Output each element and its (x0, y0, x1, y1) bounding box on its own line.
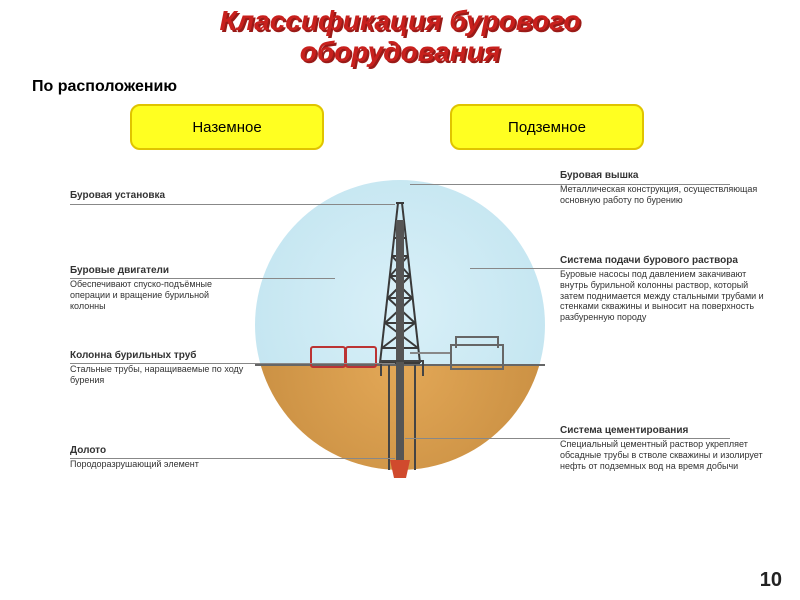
label-left-0-heading: Буровая установка (70, 190, 245, 202)
drill-bit-icon (390, 460, 410, 478)
connector-line (410, 184, 730, 185)
label-left-3-text: Породоразрушающий элемент (70, 459, 245, 470)
label-right-2: Система цементирования Специальный цемент… (560, 425, 770, 471)
label-right-1: Система подачи бурового раствора Буровые … (560, 255, 770, 323)
label-right-1-text: Буровые насосы под давлением закачивают … (560, 269, 770, 323)
connector-line (70, 278, 335, 279)
label-left-2-text: Стальные трубы, наращиваемые по ходу бур… (70, 364, 245, 386)
label-right-1-heading: Система подачи бурового раствора (560, 255, 770, 267)
page-title: Классификация бурового оборудования (0, 6, 800, 68)
engine-icon (345, 346, 377, 368)
diagram-area: Буровая установка Буровые двигатели Обеспе… (0, 170, 800, 570)
label-left-1-heading: Буровые двигатели (70, 265, 245, 277)
label-right-0: Буровая вышка Металлическая конструкция, … (560, 170, 770, 206)
label-left-0: Буровая установка (70, 190, 245, 204)
label-left-3-heading: Долото (70, 445, 245, 457)
label-right-0-text: Металлическая конструкция, осуществляюща… (560, 184, 770, 206)
wellbore-icon (388, 365, 416, 470)
flow-line-icon (410, 352, 450, 354)
connector-line (470, 268, 730, 269)
label-left-1: Буровые двигатели Обеспечивают спуско-под… (70, 265, 245, 311)
label-right-2-heading: Система цементирования (560, 425, 770, 437)
title-line-2: оборудования (300, 36, 501, 67)
connector-line (405, 438, 730, 439)
category-surface: Наземное (130, 104, 324, 150)
category-underground: Подземное (450, 104, 644, 150)
subtitle: По расположению (32, 78, 177, 96)
label-right-2-text: Специальный цементный раствор укрепляет … (560, 439, 770, 471)
label-left-1-text: Обеспечивают спуско-подъёмные операции и… (70, 279, 245, 311)
category-underground-label: Подземное (508, 119, 586, 136)
label-left-2-heading: Колонна бурильных труб (70, 350, 245, 362)
title-line-1: Классификация бурового (220, 5, 581, 36)
connector-line (70, 204, 395, 205)
connector-line (70, 363, 395, 364)
hoist-icon (310, 346, 346, 368)
label-right-0-heading: Буровая вышка (560, 170, 770, 182)
label-left-2: Колонна бурильных труб Стальные трубы, на… (70, 350, 245, 386)
page-number: 10 (760, 569, 782, 592)
mud-tank-icon (455, 336, 499, 348)
category-surface-label: Наземное (192, 119, 261, 136)
connector-line (70, 458, 395, 459)
